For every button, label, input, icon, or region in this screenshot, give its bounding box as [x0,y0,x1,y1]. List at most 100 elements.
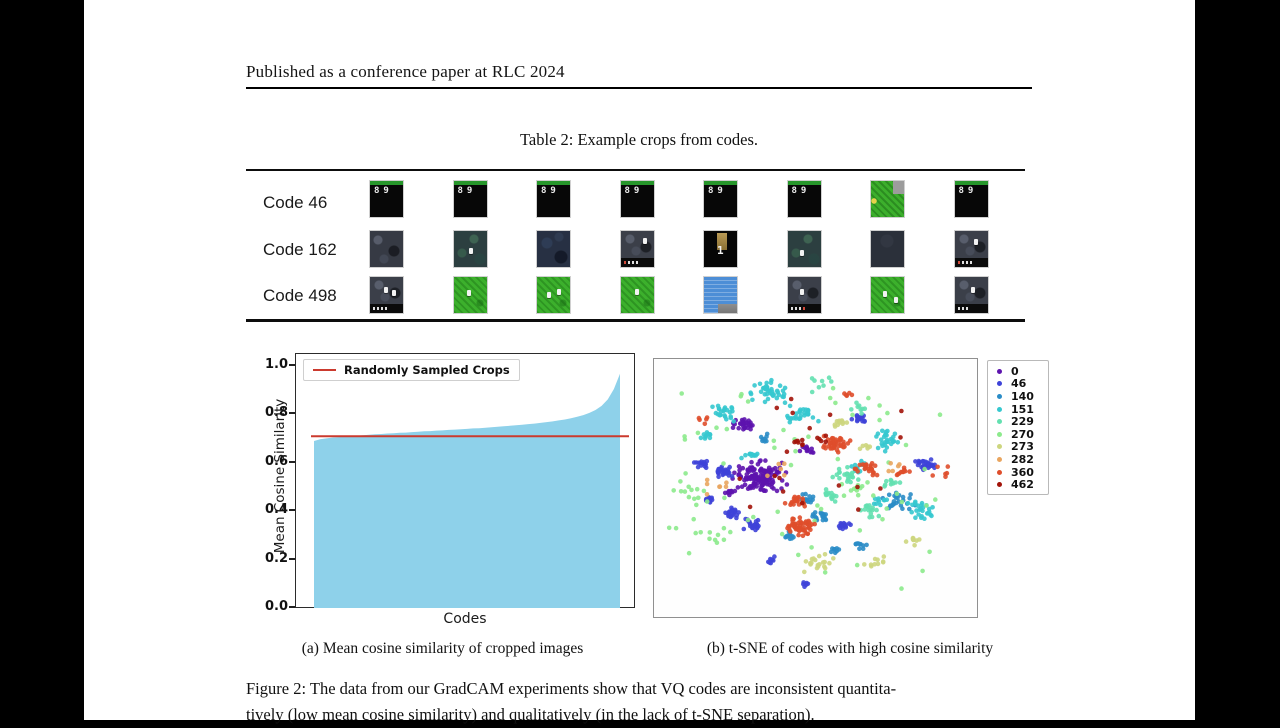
y-tick-mark [289,509,295,512]
crop-tile [704,277,737,313]
tsne-legend-dot [997,469,1002,475]
crop-tile [453,231,487,267]
tsne-legend-label: 282 [1011,452,1034,466]
area-chart-plot [295,353,635,608]
tsne-legend-row: 229 [988,415,1048,428]
band-mark [627,261,630,264]
crop-tile: 89 [704,181,737,217]
crop-glyph: 89 [541,186,560,196]
crop-tile: 89 [954,181,988,217]
band-mark [965,261,968,264]
crop-character [970,287,975,293]
tsne-legend-label: 151 [1011,402,1034,416]
tsne-legend-row: 360 [988,466,1048,479]
band-mark [373,307,375,310]
band-mark [969,261,972,264]
tsne-legend-dot [997,419,1002,425]
crop-character [973,239,978,245]
tsne-legend-label: 273 [1011,440,1034,454]
crop-tile: 89 [370,181,403,217]
crop-character [466,290,471,296]
table-title: Table 2: Example crops from codes. [519,130,759,149]
paper-page: Published as a conference paper at RLC 2… [84,0,1195,724]
tsne-legend-dot [997,444,1002,450]
crop-character [799,289,804,295]
row-label-code-46: Code 46 [263,193,328,212]
band-mark [961,261,964,264]
crop-tile: 89 [537,181,570,217]
crop-grid-code-46: 89 89 89 89 89 89 89 [370,181,1030,217]
band-mark [381,307,383,310]
y-tick-mark [289,364,295,366]
caption-subfigure-a: (a) Mean cosine similarity of cropped im… [301,640,584,657]
y-tick-mark [289,557,295,560]
tsne-legend-label: 270 [1011,427,1034,441]
crop-tile: 89 [787,181,821,217]
crop-character [634,289,639,295]
y-tick-mark [289,412,295,415]
crop-glyph: 89 [457,186,477,196]
crop-bottom-band [620,258,654,267]
figure-caption-line-1: Figure 2: The data from our GradCAM expe… [246,679,897,698]
crop-tile [954,277,988,313]
figure-caption-line-2: tively (low mean cosine similarity) and … [246,705,815,724]
y-tick-label: 0.0 [264,599,288,614]
tsne-legend-row: 151 [988,403,1048,416]
crop-tile [871,181,904,217]
crop-character [799,250,804,256]
figure-caption: Figure 2: The data from our GradCAM expe… [246,676,1042,728]
tsne-legend-label: 229 [1011,415,1034,429]
band-mark [798,307,801,310]
tsne-legend-dot [997,368,1002,374]
band-mark [957,261,960,264]
crop-tile [370,277,403,313]
crop-character [894,297,898,303]
crop-bottom-band [954,304,988,313]
band-mark [802,307,805,310]
crop-bottom-band [370,304,403,313]
crop-grid-code-162: 1 [370,231,1030,267]
crop-glyph: 89 [624,186,644,196]
area-chart-legend: Randomly Sampled Crops [303,359,520,381]
crop-glyph: 89 [958,186,978,196]
band-mark [385,307,387,310]
tsne-legend-dot [997,431,1002,437]
crop-character [468,248,473,254]
band-mark [965,307,968,310]
y-tick-label: 0.4 [264,502,288,518]
tsne-legend-row: 46 [988,377,1048,390]
crop-tile [620,231,654,267]
crop-glyph: 89 [374,186,393,196]
y-tick-label: 0.8 [264,405,288,421]
crop-character [642,238,647,244]
tsne-legend-dot [997,381,1002,387]
tsne-legend-row: 273 [988,440,1048,454]
crop-tile: 89 [453,181,487,217]
band-mark [957,307,960,310]
x-axis-label: Codes [443,611,487,627]
y-tick-label: 0.6 [264,453,288,469]
tsne-legend-row: 282 [988,453,1048,466]
tsne-legend-row: 140 [988,390,1048,403]
crop-tile: 1 [704,231,737,267]
table-rule-bottom [246,319,1025,322]
crop-grid-code-498 [370,277,1030,313]
crop-character [883,291,887,297]
caption-subfigure-b: (b) t-SNE of codes with high cosine simi… [706,640,994,657]
crop-tile [620,277,654,313]
y-tick-mark [289,606,295,608]
row-label-code-498: Code 498 [263,286,337,305]
legend-label: Randomly Sampled Crops [344,363,510,377]
row-label-code-162: Code 162 [263,240,337,259]
band-mark [794,307,797,310]
crop-glyph: 1 [717,244,724,257]
band-mark [790,307,793,310]
tsne-legend-dot [997,406,1002,412]
crop-tile [787,277,821,313]
tsne-legend-row: 462 [988,478,1048,491]
crop-tile: 89 [620,181,654,217]
header-rule [246,87,1032,89]
crop-bottom-band [954,258,988,267]
crop-tile [787,231,821,267]
